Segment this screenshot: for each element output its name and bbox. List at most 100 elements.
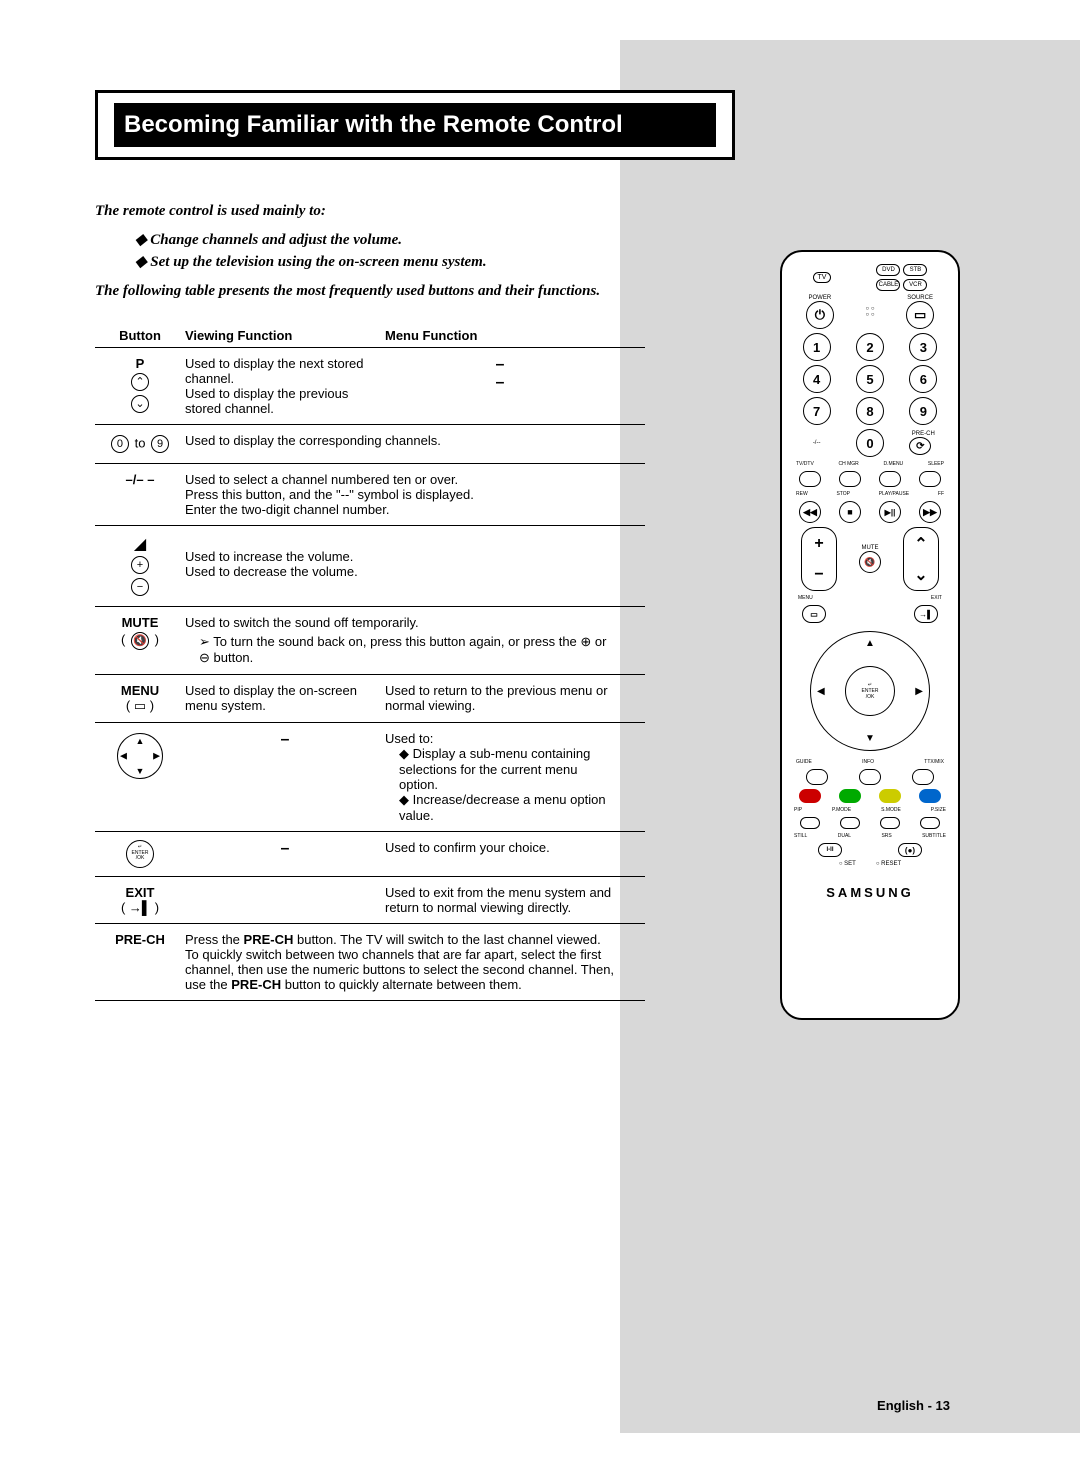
viewing-cell: –	[185, 731, 385, 749]
viewing-cell: Used to display the next stored channel.…	[185, 356, 385, 416]
text: button to quickly alternate between them…	[281, 977, 522, 992]
source-button: ▭	[906, 301, 934, 329]
remote-row: I-II (●)	[790, 843, 950, 857]
digit-8: 8	[856, 397, 884, 425]
remote-row: POWER⏻ ○ ○○ ○ SOURCE▭	[790, 295, 950, 329]
exit-label: EXIT	[95, 885, 185, 900]
text: Used to select a channel numbered ten or…	[185, 472, 615, 487]
function-table: Button Viewing Function Menu Function P …	[95, 322, 645, 1001]
header-button: Button	[95, 328, 185, 343]
guide-button	[806, 769, 828, 785]
lbl: PLAY/PAUSE	[879, 491, 909, 497]
button-cell: P ⌃ ⌄	[95, 356, 185, 415]
menu-button: ▭	[802, 605, 826, 623]
button-cell: ↵ENTER/OK	[95, 840, 185, 868]
text: Enter the two-digit channel number.	[185, 502, 615, 517]
button-cell: ▲▼◀▶	[95, 731, 185, 784]
arrow-right-icon: ▶	[915, 686, 923, 697]
digit-nine-icon: 9	[151, 435, 169, 453]
remote-illustration: TV DVDSTB CABLEVCR POWER⏻ ○ ○○ ○ SOURCE▭…	[780, 250, 960, 1020]
menu-label: MENU	[95, 683, 185, 698]
enter-button: ↵ENTER/OK	[845, 666, 895, 716]
mute-small-button: 🔇	[859, 551, 881, 573]
remote-row	[790, 471, 950, 487]
lbl: SRS	[881, 833, 891, 839]
lbl: TTX/MIX	[924, 759, 944, 765]
header-viewing: Viewing Function	[185, 328, 385, 343]
power-button: ⏻	[806, 301, 834, 329]
menu-cell: Used to: Display a sub-menu containing s…	[385, 731, 615, 823]
red-button	[799, 789, 821, 803]
mute-label: MUTE	[95, 615, 185, 630]
minus-icon: −	[131, 578, 149, 596]
p-label: P	[95, 356, 185, 371]
i-ii-button: I-II	[818, 843, 842, 857]
viewing-cell: Used to display the corresponding channe…	[185, 433, 615, 448]
remote-row: -/-- 0 PRE-CH⟳	[790, 429, 950, 457]
digit-6: 6	[909, 365, 937, 393]
intro-block: The remote control is used mainly to: Ch…	[95, 200, 735, 302]
dash-text: –	[385, 356, 615, 374]
green-button	[839, 789, 861, 803]
lbl: /OK	[866, 694, 875, 700]
button-cell: MENU ( ▭ )	[95, 683, 185, 714]
lbl: PIP	[794, 807, 802, 813]
arrow-up-icon: ▲	[865, 638, 875, 649]
remote-row: 123	[790, 333, 950, 361]
remote-labels: GUIDEINFOTTX/MIX	[790, 759, 950, 765]
digit-zero-icon: 0	[111, 435, 129, 453]
remote-row: 456	[790, 365, 950, 393]
button-cell: MUTE ( 🔇 )	[95, 615, 185, 652]
mute-small-label: MUTE	[859, 545, 881, 551]
table-row: 0 to 9 Used to display the corresponding…	[95, 425, 645, 464]
info-button	[859, 769, 881, 785]
text: Used to decrease the volume.	[185, 564, 615, 579]
dvd-button: DVD	[876, 264, 900, 276]
remote-row: ▭→▌	[790, 605, 950, 623]
note-text: To turn the sound back on, press this bu…	[199, 634, 615, 666]
text: Press this button, and the "--" symbol i…	[185, 487, 615, 502]
digit-9: 9	[909, 397, 937, 425]
remote-labels: TV/DTVCH MGRD.MENUSLEEP	[790, 461, 950, 467]
dpad: ▲ ▼ ◀ ▶ ↵ENTER/OK	[810, 631, 930, 751]
remote-row: TV DVDSTB CABLEVCR	[790, 264, 950, 291]
lbl: SLEEP	[928, 461, 944, 467]
sm-btn	[880, 817, 900, 829]
volume-rocker: +−	[801, 527, 837, 591]
remote-row: 789	[790, 397, 950, 425]
brand-logo: SAMSUNG	[790, 885, 950, 900]
channel-rocker: ⌃⌄	[903, 527, 939, 591]
digit-3: 3	[909, 333, 937, 361]
header-menu: Menu Function	[385, 328, 615, 343]
remote-labels: MENUEXIT	[790, 595, 950, 601]
remote-row: ◀◀■▶||▶▶	[790, 501, 950, 523]
table-row: MUTE ( 🔇 ) Used to switch the sound off …	[95, 607, 645, 675]
prech-button: ⟳	[909, 437, 931, 455]
sm-btn	[840, 817, 860, 829]
prech-small-label: PRE-CH	[909, 431, 937, 437]
viewing-cell: –	[185, 840, 385, 858]
exit-icon-paren: ( →▌ )	[121, 900, 159, 915]
lbl: EXIT	[931, 595, 942, 601]
text: Used to display the previous stored chan…	[185, 386, 385, 416]
sm-btn	[919, 471, 941, 487]
enter-ok-icon: ↵ENTER/OK	[126, 840, 154, 868]
button-cell: 0 to 9	[95, 433, 185, 455]
rec-button: (●)	[898, 843, 922, 857]
digit-4: 4	[803, 365, 831, 393]
digit-2: 2	[856, 333, 884, 361]
mute-icon-paren: ( 🔇 )	[121, 632, 159, 647]
lbl: SET	[844, 861, 856, 867]
digit-5: 5	[856, 365, 884, 393]
lbl: INFO	[862, 759, 874, 765]
arrow-down-icon: ▼	[865, 733, 875, 744]
table-row: ▲▼◀▶ – Used to: Display a sub-menu conta…	[95, 723, 645, 832]
viewing-cell: Used to display the on-screen menu syste…	[185, 683, 385, 713]
sm-btn	[799, 471, 821, 487]
table-row: ↵ENTER/OK – Used to confirm your choice.	[95, 832, 645, 877]
content-area: Becoming Familiar with the Remote Contro…	[95, 90, 735, 1001]
chevron-up-icon: ⌃	[131, 373, 149, 391]
table-row: PRE-CH Press the PRE-CH button. The TV w…	[95, 924, 645, 1001]
lbl: SUBTITLE	[922, 833, 946, 839]
remote-labels: REWSTOPPLAY/PAUSEFF	[790, 491, 950, 497]
